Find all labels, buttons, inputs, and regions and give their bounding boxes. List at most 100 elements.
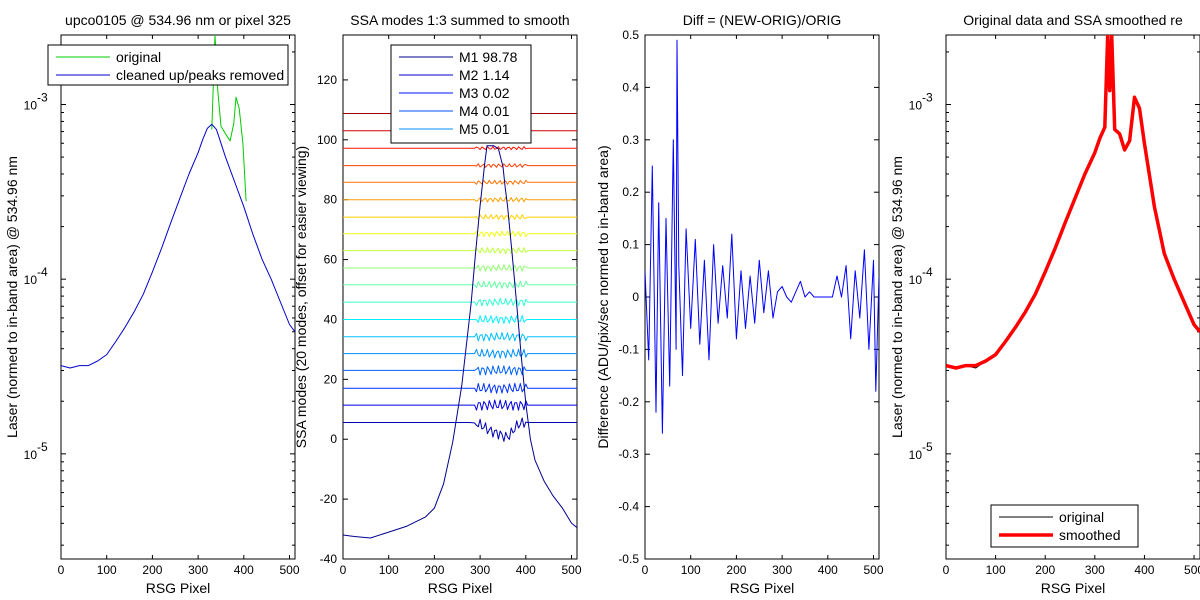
legend: original cleaned up/peaks removed (47, 44, 289, 86)
y-tick-label: 20 (324, 372, 338, 386)
y-tick-label: -20 (320, 492, 338, 506)
x-axis-label: RSG Pixel (1041, 580, 1106, 596)
y-tick-label: 120 (317, 73, 337, 87)
x-tick-label: 100 (681, 563, 701, 577)
axes-box (945, 34, 1200, 560)
plot-title: upco0105 @ 534.96 nm or pixel 325 (65, 12, 291, 28)
y-tick-label: -0.1 (618, 342, 639, 356)
x-tick-label: 100 (97, 563, 117, 577)
series-line-cleaned-up-peaks-removed (61, 123, 295, 369)
legend-label: original (1059, 509, 1104, 525)
x-tick-label: 500 (562, 563, 582, 577)
y-tick-label: 100 (317, 133, 337, 147)
y-tick-label: 0.5 (622, 28, 639, 42)
legend-label: original (116, 49, 161, 65)
ssa-mode-line-12 (343, 247, 577, 255)
y-tick-label-exponent: -4 (37, 265, 48, 279)
y-tick-label: -0.4 (618, 500, 639, 514)
y-tick-label: 0 (330, 432, 337, 446)
y-tick-label: 40 (324, 312, 338, 326)
x-tick-label: 500 (280, 563, 300, 577)
x-tick-label: 400 (516, 563, 536, 577)
x-tick-label: 400 (818, 563, 838, 577)
legend: original smoothed (990, 504, 1139, 548)
legend-label: M3 0.02 (459, 85, 510, 101)
y-tick-label: -0.3 (618, 447, 639, 461)
y-axis-label: Laser (normed to in-band area) @ 534.96 … (889, 156, 905, 438)
y-tick-label-exponent: -4 (922, 265, 933, 279)
plot-title: SSA modes 1:3 summed to smooth (350, 12, 569, 28)
ssa-mode-line-15 (343, 196, 577, 203)
x-tick-label: 200 (726, 563, 746, 577)
plot-title: Diff = (NEW-ORIG)/ORIG (683, 12, 842, 28)
ssa-mode-line-1 (343, 145, 577, 539)
y-tick-label: 80 (324, 193, 338, 207)
ssa-mode-line-8 (343, 315, 577, 324)
series-line-0 (645, 39, 879, 434)
y-tick-label: 0.3 (622, 133, 639, 147)
y-tick-label: 0 (632, 290, 639, 304)
y-tick-label: 60 (324, 253, 338, 267)
ssa-mode-line-10 (343, 280, 577, 289)
legend-box (390, 44, 532, 144)
x-axis-label: RSG Pixel (730, 580, 795, 596)
ssa-mode-line-7 (343, 332, 577, 342)
x-tick-label: 300 (1085, 563, 1105, 577)
y-tick-label: 0.1 (622, 238, 639, 252)
x-tick-label: 100 (986, 563, 1006, 577)
legend: M1 98.78 M2 1.14 M3 0.02 M4 0.01 M5 0.01 (390, 44, 532, 144)
legend-box (990, 504, 1139, 548)
y-tick-label-base: 10 (24, 448, 38, 462)
y-tick-label-base: 10 (24, 99, 38, 113)
legend-label: M5 0.01 (459, 121, 510, 137)
x-tick-label: 200 (424, 563, 444, 577)
x-tick-label: 500 (1184, 563, 1200, 577)
x-tick-label: 400 (234, 563, 254, 577)
ssa-mode-line-9 (343, 297, 577, 307)
y-tick-label: 0.2 (622, 185, 639, 199)
legend-label: cleaned up/peaks removed (116, 67, 284, 83)
x-tick-label: 100 (379, 563, 399, 577)
x-tick-label: 0 (943, 563, 950, 577)
plot-data (946, 35, 1200, 370)
x-tick-label: 200 (142, 563, 162, 577)
x-axis-label: RSG Pixel (428, 580, 493, 596)
x-tick-label: 0 (340, 563, 347, 577)
ssa-mode-line-3 (343, 399, 577, 411)
legend-label: smoothed (1059, 527, 1120, 543)
legend-label: M1 98.78 (459, 49, 518, 65)
y-tick-label: -0.2 (618, 395, 639, 409)
x-tick-label: 0 (642, 563, 649, 577)
plot-title: Original data and SSA smoothed re (963, 12, 1183, 28)
y-tick-label-base: 10 (24, 273, 38, 287)
series-line-smoothed (946, 35, 1200, 370)
plot-3: 0 100 200 300 400 500 -0.5 -0.4 -0.3 -0.2 -0.1 0 0.1… (595, 12, 884, 596)
y-tick-label-base: 10 (909, 99, 923, 113)
ssa-mode-line-2 (343, 417, 577, 442)
ssa-mode-line-13 (343, 230, 577, 238)
ssa-mode-line-18 (343, 146, 577, 151)
x-tick-label: 300 (772, 563, 792, 577)
legend-label: M2 1.14 (459, 67, 510, 83)
y-axis-label: Difference (ADU/pix/sec normed to in-ban… (595, 145, 611, 448)
y-axis-label: Laser (normed to in-band area) @ 534.96 … (4, 156, 20, 438)
ssa-mode-line-16 (343, 179, 577, 185)
y-tick-label: 0.4 (622, 80, 639, 94)
y-tick-label-exponent: -3 (37, 91, 48, 105)
plot-data (343, 111, 577, 539)
x-tick-label: 300 (470, 563, 490, 577)
x-tick-label: 400 (1134, 563, 1154, 577)
axes-box (60, 34, 296, 560)
y-tick-label-base: 10 (909, 273, 923, 287)
y-tick-label-exponent: -3 (922, 91, 933, 105)
ssa-mode-line-14 (343, 214, 577, 220)
y-tick-label-base: 10 (909, 448, 923, 462)
x-tick-label: 500 (864, 563, 884, 577)
ssa-mode-line-17 (343, 163, 577, 168)
y-axis-label: SSA modes (20 modes, offset for easier v… (293, 146, 309, 448)
ssa-mode-line-5 (343, 365, 577, 376)
x-tick-label: 0 (58, 563, 65, 577)
y-tick-label-exponent: -5 (922, 440, 933, 454)
